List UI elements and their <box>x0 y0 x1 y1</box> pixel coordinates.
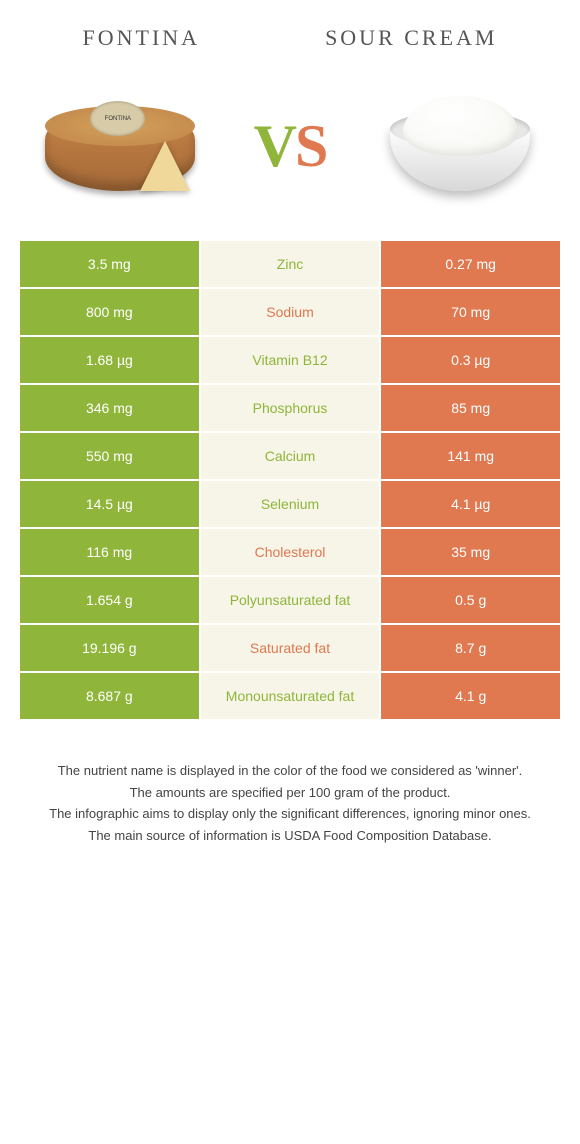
left-value: 3.5 mg <box>20 241 201 287</box>
right-food-title: Sour cream <box>325 25 497 51</box>
left-value: 19.196 g <box>20 625 201 671</box>
footnotes: The nutrient name is displayed in the co… <box>0 721 580 877</box>
table-row: 19.196 gSaturated fat8.7 g <box>20 625 560 673</box>
table-row: 8.687 gMonounsaturated fat4.1 g <box>20 673 560 721</box>
left-value: 1.68 µg <box>20 337 201 383</box>
left-value: 800 mg <box>20 289 201 335</box>
left-value: 8.687 g <box>20 673 201 719</box>
table-row: 346 mgPhosphorus85 mg <box>20 385 560 433</box>
sour-cream-image <box>372 81 547 211</box>
footnote-line: The main source of information is USDA F… <box>30 826 550 846</box>
fontina-image: FONTINA <box>33 81 208 211</box>
left-food-title: Fontina <box>83 25 201 51</box>
table-row: 1.654 gPolyunsaturated fat0.5 g <box>20 577 560 625</box>
right-value: 0.5 g <box>379 577 560 623</box>
nutrient-label: Sodium <box>201 289 380 335</box>
right-value: 4.1 µg <box>379 481 560 527</box>
right-value: 141 mg <box>379 433 560 479</box>
right-value: 85 mg <box>379 385 560 431</box>
right-value: 70 mg <box>379 289 560 335</box>
nutrient-label: Monounsaturated fat <box>201 673 380 719</box>
vs-v-letter: V <box>254 112 295 181</box>
right-value: 0.27 mg <box>379 241 560 287</box>
nutrient-label: Selenium <box>201 481 380 527</box>
left-value: 550 mg <box>20 433 201 479</box>
nutrient-label: Calcium <box>201 433 380 479</box>
footnote-line: The nutrient name is displayed in the co… <box>30 761 550 781</box>
footnote-line: The infographic aims to display only the… <box>30 804 550 824</box>
left-value: 116 mg <box>20 529 201 575</box>
nutrient-label: Cholesterol <box>201 529 380 575</box>
right-value: 4.1 g <box>379 673 560 719</box>
right-value: 0.3 µg <box>379 337 560 383</box>
footnote-line: The amounts are specified per 100 gram o… <box>30 783 550 803</box>
nutrient-label: Polyunsaturated fat <box>201 577 380 623</box>
nutrient-label: Vitamin B12 <box>201 337 380 383</box>
left-value: 14.5 µg <box>20 481 201 527</box>
table-row: 550 mgCalcium141 mg <box>20 433 560 481</box>
table-row: 800 mgSodium70 mg <box>20 289 560 337</box>
table-row: 1.68 µgVitamin B120.3 µg <box>20 337 560 385</box>
right-value: 8.7 g <box>379 625 560 671</box>
vs-s-letter: S <box>295 112 326 181</box>
table-row: 116 mgCholesterol35 mg <box>20 529 560 577</box>
table-row: 3.5 mgZinc0.27 mg <box>20 241 560 289</box>
nutrient-label: Saturated fat <box>201 625 380 671</box>
nutrient-label: Zinc <box>201 241 380 287</box>
table-row: 14.5 µgSelenium4.1 µg <box>20 481 560 529</box>
vs-icon: VS <box>254 112 327 181</box>
left-value: 346 mg <box>20 385 201 431</box>
images-row: FONTINA VS <box>0 61 580 241</box>
left-value: 1.654 g <box>20 577 201 623</box>
nutrient-label: Phosphorus <box>201 385 380 431</box>
comparison-table: 3.5 mgZinc0.27 mg800 mgSodium70 mg1.68 µ… <box>0 241 580 721</box>
infographic-container: Fontina Sour cream FONTINA VS 3.5 mgZinc… <box>0 0 580 877</box>
right-value: 35 mg <box>379 529 560 575</box>
header-row: Fontina Sour cream <box>0 0 580 61</box>
